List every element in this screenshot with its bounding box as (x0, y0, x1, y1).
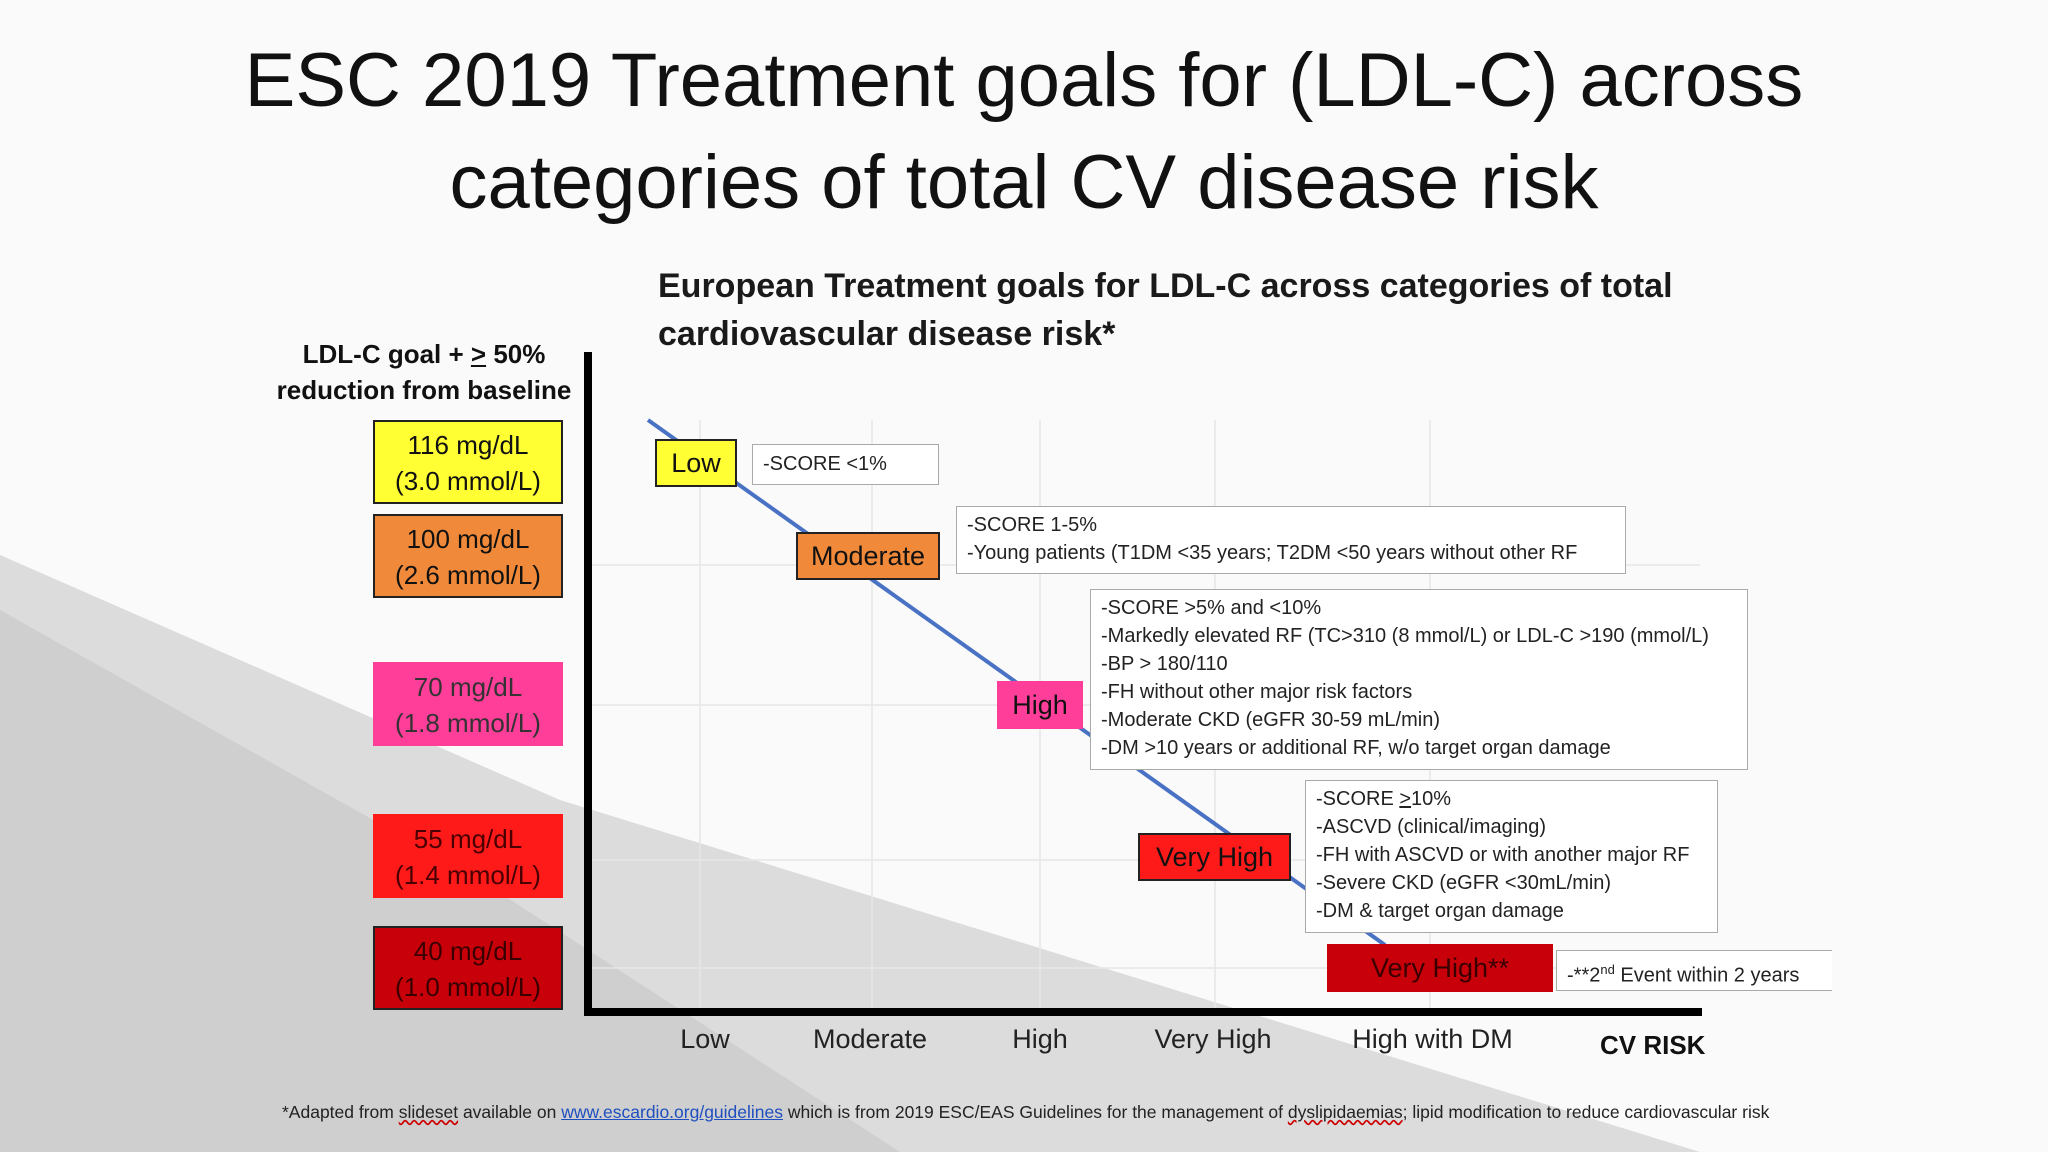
goal-mmol: (1.8 mmol/L) (395, 708, 541, 738)
desc-line: -FH without other major risk factors (1101, 681, 1413, 703)
desc-line: -SCORE (1316, 788, 1400, 810)
ge-symbol: > (1399, 788, 1412, 810)
desc-line: -DM & target organ damage (1316, 900, 1564, 922)
footnote-text: *Adapted from (282, 1102, 399, 1122)
goal-mgdl: 55 mg/dL (413, 824, 523, 854)
slide-title: ESC 2019 Treatment goals for (LDL-C) acr… (0, 30, 2048, 234)
chart-subtitle: European Treatment goals for LDL-C acros… (658, 262, 1758, 358)
goal-box-55: 55 mg/dL (1.4 mmol/L) (373, 814, 563, 898)
y-label-percent: 50% (486, 339, 546, 369)
x-axis-title: CV RISK (1600, 1030, 1706, 1060)
y-label-ge-symbol: > (470, 339, 487, 369)
y-label-text: LDL-C goal + (302, 339, 471, 369)
goal-mgdl: 116 mg/dL (407, 430, 529, 460)
desc-superscript: nd (1600, 962, 1615, 977)
desc-line: -Moderate CKD (eGFR 30-59 mL/min) (1101, 709, 1440, 731)
goal-box-40: 40 mg/dL (1.0 mmol/L) (373, 926, 563, 1010)
desc-line: -**2 (1567, 964, 1601, 987)
desc-line: -Severe CKD (eGFR <30mL/min) (1316, 872, 1612, 894)
x-tick-high: High (1012, 1024, 1068, 1054)
desc-line: -SCORE >5% and <10% (1101, 597, 1322, 619)
goal-mmol: (1.0 mmol/L) (395, 972, 541, 1002)
chart-subtitle-line1: European Treatment goals for LDL-C acros… (658, 267, 1673, 305)
y-axis-label: LDL-C goal + > 50% reduction from baseli… (270, 336, 578, 408)
desc-line: 10% (1411, 788, 1452, 810)
goal-mmol: (3.0 mmol/L) (395, 466, 541, 496)
desc-very-high-2: -**2nd Event within 2 years (1556, 950, 1832, 991)
risk-box-very-high: Very High (1138, 833, 1291, 881)
desc-line: -Markedly elevated RF (TC>310 (8 mmol/L)… (1101, 625, 1709, 647)
risk-box-moderate: Moderate (796, 532, 940, 580)
slide-title-line2: categories of total CV disease risk (449, 140, 1599, 225)
desc-very-high: -SCORE >10% -ASCVD (clinical/imaging) -F… (1305, 780, 1718, 933)
footnote-slideset: slideset (398, 1102, 459, 1122)
risk-box-high: High (997, 681, 1083, 729)
footnote: *Adapted from slideset available on www.… (282, 1102, 1769, 1123)
desc-moderate: -SCORE 1-5% -Young patients (T1DM <35 ye… (956, 506, 1626, 574)
desc-line: -FH with ASCVD or with another major RF (1316, 844, 1690, 866)
goal-mgdl: 100 mg/dL (406, 524, 530, 554)
escardio-link[interactable]: www.escardio.org/guidelines (561, 1102, 784, 1122)
goal-box-116: 116 mg/dL (3.0 mmol/L) (373, 420, 563, 504)
footnote-text: which is from 2019 ESC/EAS Guidelines fo… (783, 1102, 1288, 1122)
desc-line: -ASCVD (clinical/imaging) (1316, 816, 1547, 838)
desc-line: -SCORE <1% (763, 453, 887, 475)
footnote-text: ; lipid modification to reduce cardiovas… (1402, 1102, 1770, 1122)
footnote-dyslipidaemias: dyslipidaemias (1287, 1102, 1403, 1122)
x-tick-moderate: Moderate (812, 1024, 928, 1054)
chart-subtitle-line2: cardiovascular disease risk* (658, 315, 1116, 353)
goal-mgdl: 40 mg/dL (413, 936, 523, 966)
slide-title-line1: ESC 2019 Treatment goals for (LDL-C) acr… (244, 38, 1804, 123)
footnote-text: available on (458, 1102, 562, 1122)
desc-low: -SCORE <1% (752, 444, 939, 485)
desc-line: -SCORE 1-5% (967, 514, 1098, 536)
x-tick-high-with-dm: High with DM (1352, 1024, 1513, 1054)
desc-line: -Young patients (T1DM <35 years; T2DM <5… (967, 542, 1578, 564)
goal-box-70: 70 mg/dL (1.8 mmol/L) (373, 662, 563, 746)
goal-box-100: 100 mg/dL (2.6 mmol/L) (373, 514, 563, 598)
desc-high: -SCORE >5% and <10% -Markedly elevated R… (1090, 589, 1748, 770)
risk-box-very-high-2: Very High** (1327, 944, 1553, 992)
risk-box-low: Low (655, 439, 737, 487)
desc-line: -BP > 180/110 (1101, 653, 1228, 675)
goal-mmol: (2.6 mmol/L) (395, 560, 541, 590)
x-tick-low: Low (680, 1024, 730, 1054)
desc-line: Event within 2 years (1614, 964, 1800, 987)
goal-mgdl: 70 mg/dL (413, 672, 523, 702)
y-label-line2: reduction from baseline (276, 375, 572, 405)
x-tick-very-high: Very High (1154, 1024, 1272, 1054)
desc-line: -DM >10 years or additional RF, w/o targ… (1101, 737, 1611, 759)
goal-mmol: (1.4 mmol/L) (395, 860, 541, 890)
